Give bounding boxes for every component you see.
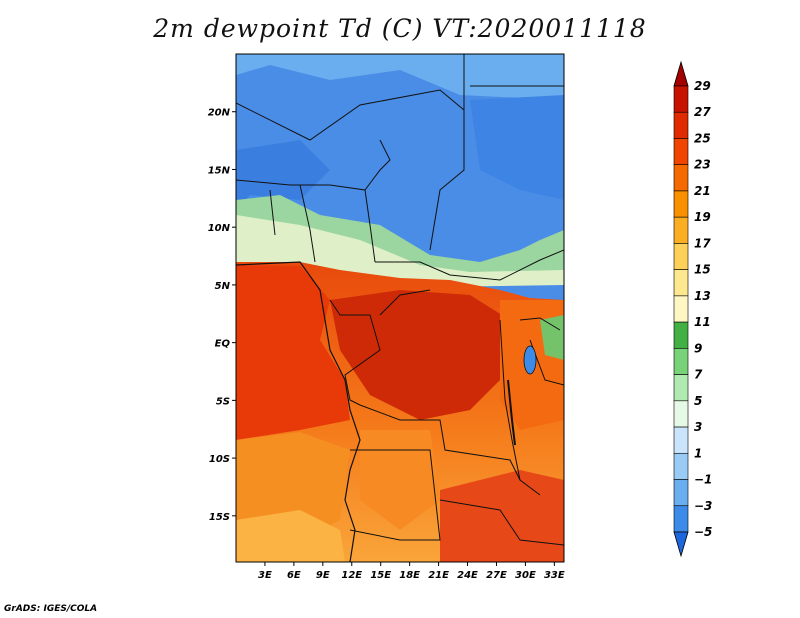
lake-tanganyika xyxy=(507,379,516,446)
colorbar-label: −1 xyxy=(694,473,712,487)
southwest-dry-region xyxy=(236,510,345,562)
colorbar-label: 7 xyxy=(694,368,703,382)
lon-tick-label: 24E xyxy=(457,570,478,581)
colorbar-label: 11 xyxy=(694,315,711,329)
colorbar-segment xyxy=(673,479,689,507)
colorbar-label: 27 xyxy=(694,105,711,119)
colorbar-label: 29 xyxy=(694,79,711,93)
lon-tick-label: 21E xyxy=(428,570,449,581)
credit-text: GrADS: IGES/COLA xyxy=(4,604,98,614)
lon-tick-label: 18E xyxy=(399,570,420,581)
dewpoint-field xyxy=(236,54,564,562)
lat-tick-label: 5N xyxy=(215,281,231,292)
colorbar-label: 17 xyxy=(694,236,711,250)
colorbar-label: 19 xyxy=(694,210,711,224)
colorbar-segment xyxy=(673,243,689,270)
lon-tick-label: 3E xyxy=(258,570,272,581)
colorbar-segment xyxy=(673,164,689,192)
colorbar-segment xyxy=(673,452,689,480)
colorbar-label: −3 xyxy=(694,499,712,513)
colorbar-segment xyxy=(673,111,689,139)
lon-tick-label: 9E xyxy=(316,570,330,581)
congo-basin-humid xyxy=(330,290,510,420)
colorbar-label: 13 xyxy=(694,289,711,303)
colorbar-label: 9 xyxy=(694,341,702,355)
colorbar-label: 25 xyxy=(694,131,711,145)
colorbar-segment xyxy=(673,138,689,166)
coastal-humid xyxy=(236,265,350,440)
lat-tick-label: EQ xyxy=(215,339,231,350)
lat-tick-label: 20N xyxy=(208,108,231,119)
lat-tick-label: 10S xyxy=(209,454,230,465)
map-title: 2m dewpoint Td (C) VT:2020011118 xyxy=(153,14,647,43)
colorbar-label: 23 xyxy=(694,158,711,172)
colorbar-segment xyxy=(673,426,689,454)
lon-tick-label: 6E xyxy=(287,570,301,581)
colorbar-segment xyxy=(673,85,689,113)
colorbar-segment xyxy=(673,400,689,428)
colorbar-bottom-arrow xyxy=(673,531,689,558)
lon-tick-label: 27E xyxy=(486,570,507,581)
southeast-region xyxy=(440,470,564,562)
colorbar-label: 5 xyxy=(694,394,702,408)
lat-tick-label: 15N xyxy=(208,165,231,176)
lat-tick-label: 10N xyxy=(208,223,231,234)
dry-patch-east xyxy=(470,95,564,200)
coastline xyxy=(236,261,361,562)
dry-patch xyxy=(236,140,330,210)
colorbar-segment xyxy=(673,321,689,349)
colorbar-segment xyxy=(673,348,689,375)
lon-tick-label: 30E xyxy=(515,570,536,581)
country-borders xyxy=(236,54,564,546)
colorbar-segment xyxy=(673,269,689,297)
lon-tick-label: 12E xyxy=(341,570,362,581)
lat-tick-label: 5S xyxy=(216,396,230,407)
colorbar-top-arrow xyxy=(673,60,689,87)
colorbar-segment xyxy=(673,295,689,323)
colorbar-segment xyxy=(673,216,689,244)
lon-tick-label: 15E xyxy=(370,570,391,581)
longitude-axis: 3E 6E 9E 12E 15E 18E 21E 24E 27E 30E 33E xyxy=(258,562,565,581)
lon-tick-label: 33E xyxy=(544,570,565,581)
angola-region xyxy=(360,430,440,530)
colorbar-label: 1 xyxy=(694,446,702,460)
lake-victoria xyxy=(523,345,537,375)
lat-tick-label: 15S xyxy=(209,512,230,523)
colorbar-segment xyxy=(673,190,689,218)
map-frame xyxy=(235,53,565,563)
colorbar-label: 21 xyxy=(694,184,711,198)
colorbar: 29 27 25 23 21 19 17 15 13 11 9 7 5 3 1 −1 −3 −5 xyxy=(673,60,712,558)
colorbar-segment xyxy=(673,505,689,533)
latitude-axis: 20N 15N 10N 5N EQ 5S 10S 15S xyxy=(208,108,236,523)
dry-region-light xyxy=(236,54,564,100)
colorbar-segment xyxy=(673,374,689,402)
colorbar-label: 15 xyxy=(694,263,711,277)
colorbar-label: 3 xyxy=(694,420,702,434)
highland-patch xyxy=(540,315,564,360)
colorbar-label: −5 xyxy=(694,525,712,539)
